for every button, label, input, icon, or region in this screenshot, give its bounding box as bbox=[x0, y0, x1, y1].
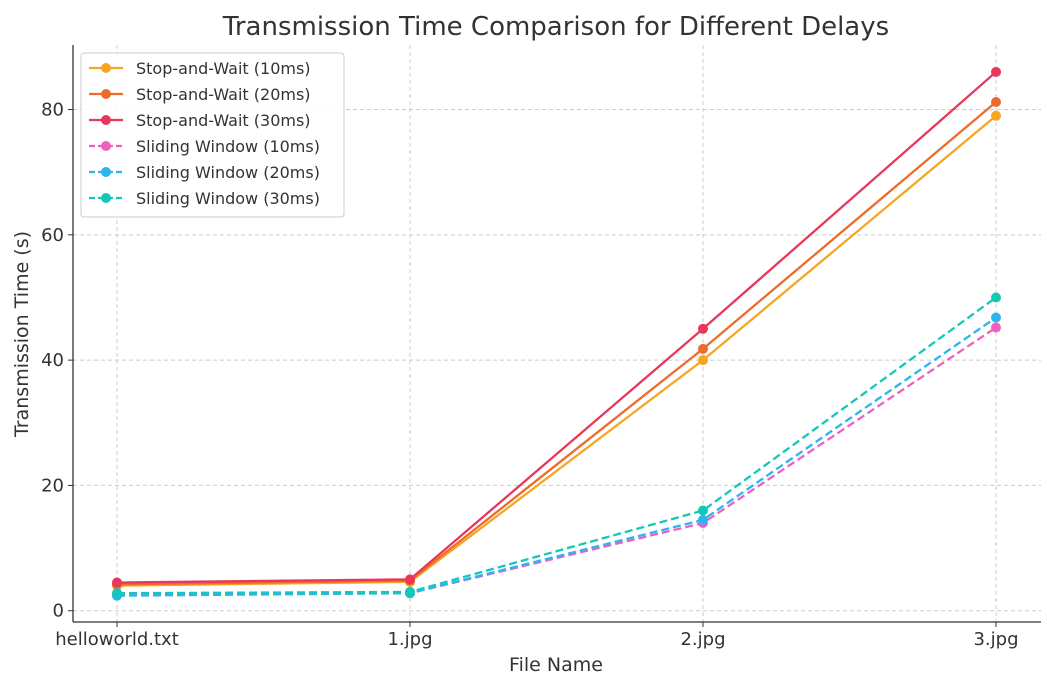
y-tick-label: 80 bbox=[41, 100, 64, 121]
chart-title: Transmission Time Comparison for Differe… bbox=[222, 12, 889, 42]
axes: 0 20 40 60 80 helloworld.txt 1.jpg 2.jpg 3.jpg bbox=[41, 45, 1041, 650]
legend-label: Sliding Window (20ms) bbox=[136, 163, 320, 182]
legend-label: Sliding Window (10ms) bbox=[136, 137, 320, 156]
legend-item: Sliding Window (10ms) bbox=[89, 137, 320, 156]
series-line bbox=[116, 316, 997, 597]
legend-item: Sliding Window (20ms) bbox=[89, 163, 320, 182]
series-group-4 bbox=[112, 322, 1001, 601]
legend-item: Sliding Window (30ms) bbox=[89, 189, 320, 208]
x-tick-label: 3.jpg bbox=[973, 629, 1018, 650]
series-group-6 bbox=[112, 292, 1001, 599]
y-axis-label: Transmission Time (s) bbox=[11, 231, 33, 438]
legend-box bbox=[80, 52, 345, 218]
data-point bbox=[405, 586, 415, 597]
series-line bbox=[116, 114, 997, 587]
series-line bbox=[116, 101, 997, 586]
data-point bbox=[991, 322, 1001, 333]
data-point bbox=[698, 323, 708, 334]
legend-item: Stop-and-Wait (10ms) bbox=[89, 59, 311, 78]
series-group-5 bbox=[112, 312, 1001, 601]
x-tick-label: helloworld.txt bbox=[55, 629, 179, 650]
series-group-3 bbox=[112, 66, 1001, 588]
legend: Stop-and-Wait (10ms) Stop-and-Wait (20ms)… bbox=[80, 52, 345, 218]
x-tick-label: 1.jpg bbox=[387, 629, 432, 650]
data-point bbox=[991, 66, 1001, 77]
data-point bbox=[698, 355, 708, 366]
data-point bbox=[112, 588, 122, 599]
data-point bbox=[698, 514, 708, 525]
legend-label: Sliding Window (30ms) bbox=[136, 189, 320, 208]
y-tick-label: 60 bbox=[41, 225, 64, 246]
data-point bbox=[405, 574, 415, 585]
data-point bbox=[991, 97, 1001, 108]
legend-label: Stop-and-Wait (30ms) bbox=[136, 111, 311, 130]
data-point bbox=[991, 110, 1001, 121]
legend-item: Stop-and-Wait (30ms) bbox=[89, 111, 311, 130]
series-line bbox=[116, 296, 997, 595]
series-group bbox=[112, 66, 1001, 601]
y-tick-label: 20 bbox=[41, 475, 64, 496]
data-point bbox=[112, 577, 122, 588]
legend-label: Stop-and-Wait (20ms) bbox=[136, 85, 311, 104]
legend-marker bbox=[101, 63, 111, 73]
data-point bbox=[698, 343, 708, 354]
data-point bbox=[698, 505, 708, 516]
y-tick-label: 0 bbox=[53, 601, 64, 622]
legend-marker bbox=[101, 89, 111, 99]
x-tick-label: 2.jpg bbox=[680, 629, 725, 650]
legend-marker bbox=[101, 167, 111, 177]
series-line bbox=[116, 326, 997, 597]
x-axis-label: File Name bbox=[509, 654, 603, 676]
legend-label: Stop-and-Wait (10ms) bbox=[136, 59, 311, 78]
legend-marker bbox=[101, 193, 111, 203]
legend-item: Stop-and-Wait (20ms) bbox=[89, 85, 311, 104]
series-line bbox=[116, 71, 997, 584]
data-point bbox=[991, 312, 1001, 323]
y-tick-label: 40 bbox=[41, 350, 64, 371]
legend-marker bbox=[101, 141, 111, 151]
data-point bbox=[991, 292, 1001, 303]
legend-marker bbox=[101, 115, 111, 125]
